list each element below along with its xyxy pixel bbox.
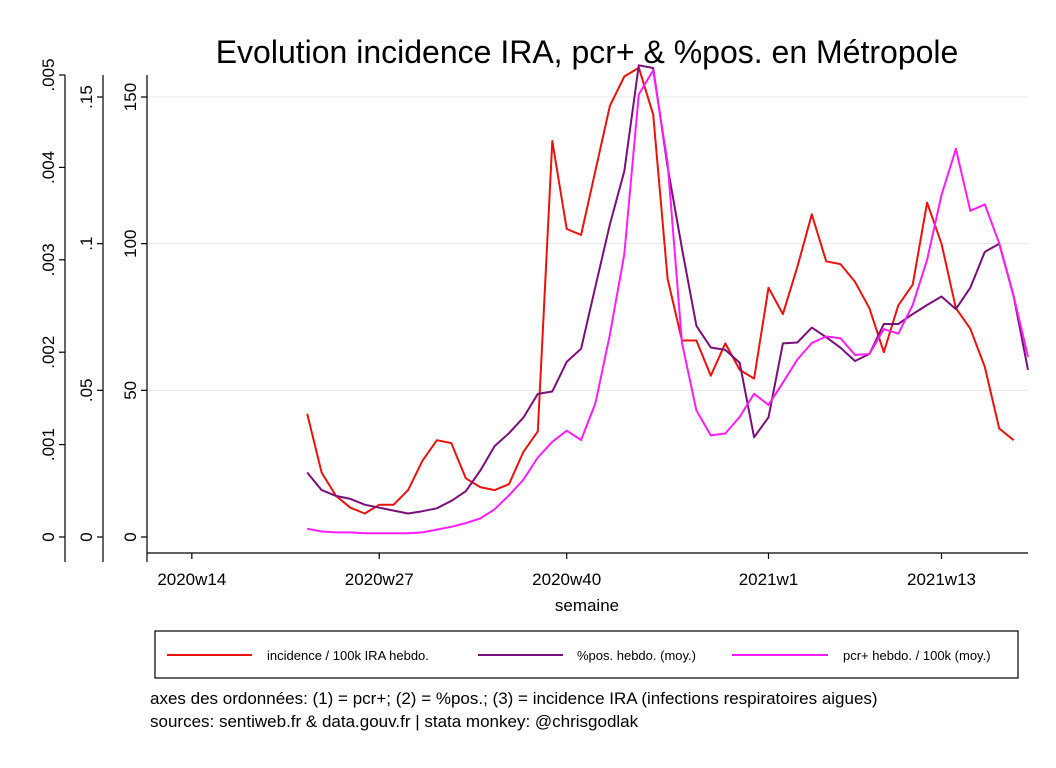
y-tick-label-ira: 0 <box>121 532 140 541</box>
x-tick-label: 2020w14 <box>157 570 226 589</box>
grid <box>147 96 1028 391</box>
x-tick-label: 2020w40 <box>532 570 601 589</box>
legend: incidence / 100k IRA hebdo. %pos. hebdo.… <box>154 630 1019 679</box>
x-axis-label: semaine <box>555 596 619 615</box>
y-tick-label-pos: .1 <box>77 237 96 251</box>
y-tick-label-pos: .05 <box>77 379 96 403</box>
legend-label-2: %pos. hebdo. (moy.) <box>577 648 696 663</box>
y-tick-label-pcr: .002 <box>39 336 58 369</box>
series-layer <box>306 64 1029 535</box>
series-line-3 <box>307 69 1029 535</box>
y-tick-label-pcr: .003 <box>39 243 58 276</box>
x-tick-label: 2021w13 <box>907 570 976 589</box>
note-sources: sources: sentiweb.fr & data.gouv.fr | st… <box>150 712 639 731</box>
series-line-1 <box>306 66 1015 515</box>
legend-label-3: pcr+ hebdo. / 100k (moy.) <box>843 648 991 663</box>
y-tick-label-pos: 0 <box>77 532 96 541</box>
legend-box <box>154 630 1019 679</box>
chart-title: Evolution incidence IRA, pcr+ & %pos. en… <box>216 34 959 70</box>
x-tick-label: 2021w1 <box>739 570 799 589</box>
y-tick-label-ira: 100 <box>121 229 140 257</box>
y-tick-label-pcr: 0 <box>39 532 58 541</box>
x-tick-label: 2020w27 <box>345 570 414 589</box>
y-tick-label-pcr: .005 <box>39 58 58 91</box>
legend-label-1: incidence / 100k IRA hebdo. <box>267 648 429 663</box>
series-line-2 <box>306 64 1029 515</box>
y-tick-label-pcr: .004 <box>39 151 58 184</box>
y-tick-label-pos: .15 <box>77 85 96 109</box>
y-tick-label-pcr: .001 <box>39 428 58 461</box>
note-axes: axes des ordonnées: (1) = pcr+; (2) = %p… <box>150 689 878 708</box>
axes: 0 .001 .002 .003 .004 .005 0 .05 .1 .15 0 50 100 150 2… <box>39 58 1028 589</box>
y-tick-label-ira: 150 <box>121 83 140 111</box>
y-tick-label-ira: 50 <box>121 381 140 400</box>
